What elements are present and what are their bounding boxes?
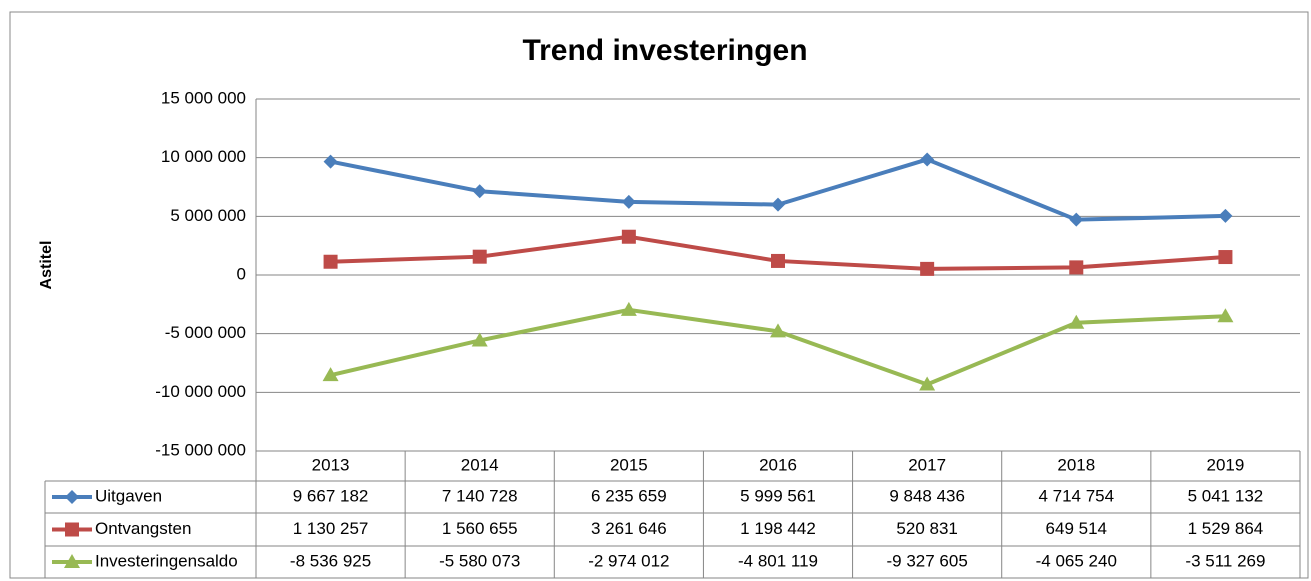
table-value: 1 198 442 (740, 519, 816, 538)
point-marker (323, 254, 338, 269)
table-value: 7 140 728 (442, 486, 518, 505)
table-value: 1 130 257 (293, 519, 369, 538)
legend-label: Investeringensaldo (95, 551, 238, 570)
point-marker (323, 154, 338, 169)
x-tick-label: 2015 (610, 455, 648, 474)
x-tick-label: 2016 (759, 455, 797, 474)
table-value: 3 261 646 (591, 519, 667, 538)
y-axis-label: Astitel (38, 241, 55, 290)
y-tick-label: -5 000 000 (165, 323, 246, 342)
table-value: -5 580 073 (439, 551, 520, 570)
legend-marker (65, 522, 79, 537)
table-value: 1 529 864 (1188, 519, 1264, 538)
legend-label: Ontvangsten (95, 519, 191, 538)
chart-border (9, 11, 1309, 579)
legend-marker (65, 490, 79, 504)
y-tick-label: -10 000 000 (155, 382, 246, 401)
table-value: -3 511 269 (1185, 551, 1265, 570)
point-marker (1068, 314, 1085, 329)
point-marker (1217, 308, 1234, 323)
table-value: -4 801 119 (738, 551, 818, 570)
table-value: -8 536 925 (290, 551, 371, 570)
x-tick-label: 2014 (461, 455, 499, 474)
point-marker (620, 301, 637, 316)
table-value: 9 667 182 (293, 486, 369, 505)
point-marker (471, 332, 488, 347)
point-marker (920, 152, 935, 167)
point-marker (621, 194, 636, 209)
x-tick-label: 2018 (1057, 455, 1095, 474)
point-marker (1218, 250, 1233, 265)
legend-marker (64, 554, 80, 568)
y-tick-label: 0 (237, 264, 246, 283)
table-value: 4 714 754 (1038, 486, 1114, 505)
point-marker (771, 197, 785, 212)
x-tick-label: 2013 (312, 455, 350, 474)
point-marker (771, 253, 785, 268)
point-marker (1069, 212, 1084, 227)
point-marker (1218, 208, 1233, 223)
y-tick-label: -15 000 000 (155, 440, 246, 459)
chart-title: Trend investeringen (522, 34, 807, 67)
table-value: -2 974 012 (588, 551, 669, 570)
table-value: 5 999 561 (740, 486, 816, 505)
y-tick-label: 15 000 000 (161, 88, 246, 107)
point-marker (919, 376, 936, 391)
table-value: 6 235 659 (591, 486, 667, 505)
table-value: 1 560 655 (442, 519, 518, 538)
y-tick-label: 5 000 000 (170, 206, 246, 225)
point-marker (1069, 260, 1084, 275)
table-value: 649 514 (1046, 519, 1107, 538)
point-marker (472, 249, 487, 264)
table-value: 520 831 (896, 519, 957, 538)
table-value: -4 065 240 (1036, 551, 1117, 570)
point-marker (472, 184, 487, 199)
table-value: -9 327 605 (886, 551, 967, 570)
y-tick-label: 10 000 000 (161, 147, 246, 166)
legend-label: Uitgaven (95, 486, 162, 505)
x-tick-label: 2019 (1207, 455, 1245, 474)
table-value: 5 041 132 (1188, 486, 1264, 505)
table-value: 9 848 436 (889, 486, 965, 505)
point-marker (920, 261, 935, 276)
point-marker (770, 323, 786, 338)
x-tick-label: 2017 (908, 455, 946, 474)
point-marker (322, 367, 339, 382)
point-marker (621, 229, 636, 244)
